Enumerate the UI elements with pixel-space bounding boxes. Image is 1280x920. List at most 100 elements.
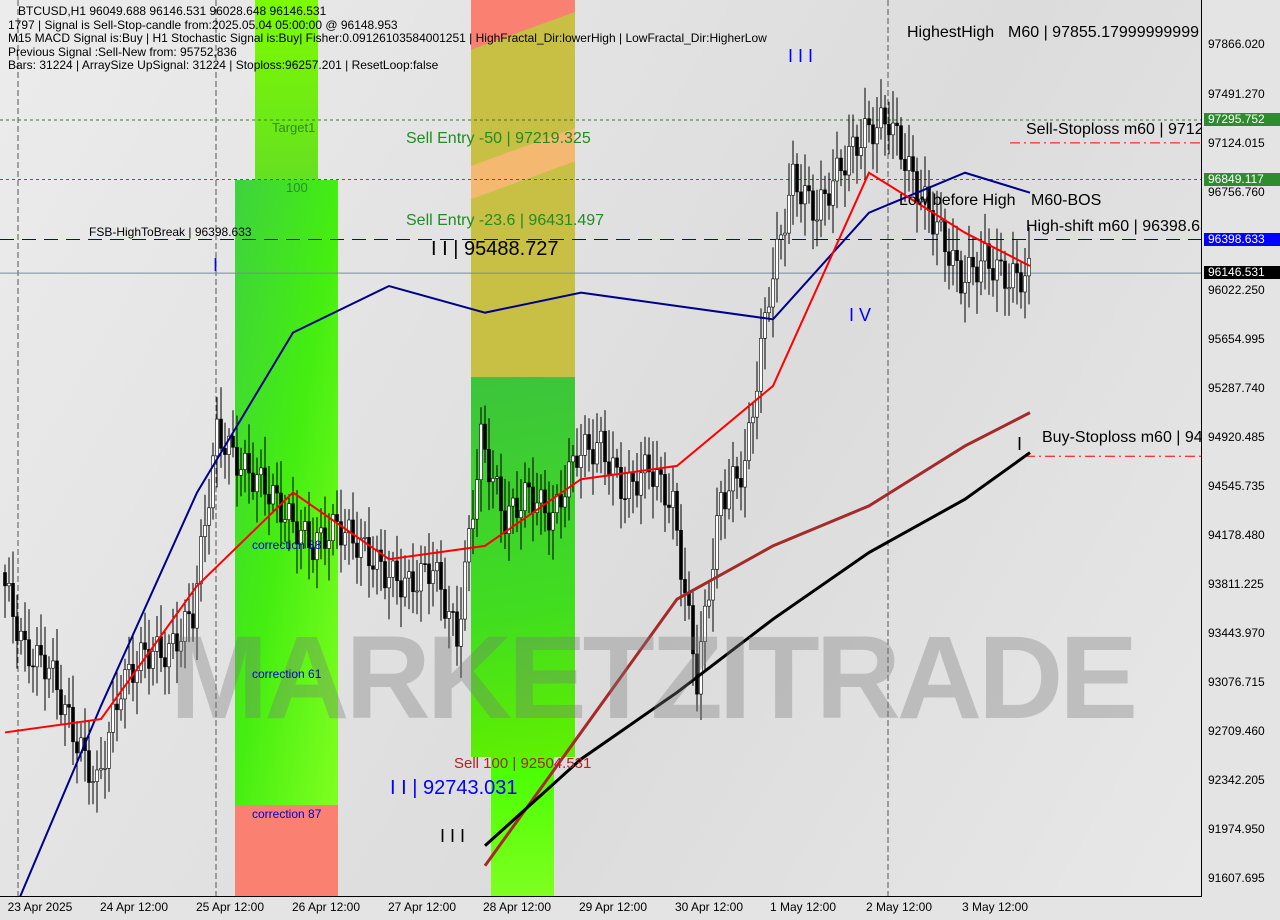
price-tick-label: 96022.250: [1208, 282, 1265, 297]
bear-candle: [235, 446, 239, 476]
watermark: MARKETZITRADE: [170, 612, 1138, 744]
bull-candle: [447, 611, 451, 619]
time-tick-label: 23 Apr 2025: [7, 900, 73, 914]
bull-candle: [203, 525, 207, 537]
bull-candle: [127, 664, 131, 670]
price-tick-label: 94178.480: [1208, 528, 1265, 543]
bull-candle: [783, 232, 787, 236]
price-tag: 96398.633: [1204, 232, 1280, 246]
sell-stoploss-label: Sell-Stoploss m60 | 97124.015: [1026, 121, 1202, 138]
bull-candle: [815, 219, 819, 222]
bear-candle: [383, 561, 387, 589]
bull-candle: [979, 260, 983, 283]
bear-candle: [659, 469, 663, 475]
bear-candle: [231, 435, 235, 448]
bear-candle: [499, 476, 503, 512]
bull-candle: [963, 282, 967, 294]
bull-candle: [195, 583, 199, 629]
bear-candle: [911, 156, 915, 172]
bear-candle: [191, 613, 195, 629]
bear-candle: [75, 741, 79, 754]
bull-candle: [611, 457, 615, 475]
bear-candle: [143, 642, 147, 650]
bull-candle: [435, 562, 439, 572]
bull-candle: [699, 641, 703, 695]
bear-candle: [975, 266, 979, 283]
bars-line: Bars: 31224 | ArraySize UpSignal: 31224 …: [8, 58, 439, 73]
bull-candle: [935, 221, 939, 235]
bear-candle: [619, 467, 623, 499]
bull-candle: [151, 651, 155, 669]
bear-candle: [883, 107, 887, 125]
wave-v-label: I: [1017, 434, 1023, 454]
bear-candle: [1015, 263, 1019, 273]
bull-candle: [755, 390, 759, 418]
bull-candle: [703, 605, 707, 642]
bear-candle: [355, 542, 359, 558]
bull-candle: [215, 418, 219, 457]
bull-candle: [563, 496, 567, 508]
bull-candle: [111, 703, 115, 733]
bull-candle: [831, 180, 835, 206]
price-tag: 97295.752: [1204, 112, 1280, 126]
bull-candle: [875, 127, 879, 145]
bull-candle: [359, 537, 363, 558]
bull-candle: [595, 442, 599, 465]
bear-candle: [999, 259, 1003, 262]
buy-stoploss-label: Buy-Stoploss m60 | 94772.3: [1042, 429, 1202, 446]
moving-average-line: [483, 451, 1031, 847]
bear-candle: [587, 434, 591, 450]
price-tick-label: 91607.695: [1208, 871, 1265, 885]
highest-high-label: HighestHigh: [907, 24, 995, 41]
price-tick-label: 94545.735: [1208, 479, 1265, 494]
bull-candle: [327, 540, 331, 549]
zone-correction-column: [235, 180, 338, 805]
price-tick-label: 97124.015: [1208, 135, 1265, 150]
correction-61-label: correction 61: [252, 667, 322, 681]
bull-candle: [671, 490, 675, 508]
bear-candle: [971, 257, 975, 268]
price-tick-label: 93076.715: [1208, 675, 1265, 690]
bull-candle: [751, 416, 755, 424]
sell-100-label: Sell 100 | 92504.531: [454, 755, 592, 772]
bear-candle: [163, 657, 167, 668]
zone-sell-entry: [471, 0, 575, 377]
price-tick-label: 97866.020: [1208, 37, 1265, 51]
bull-candle: [835, 157, 839, 182]
bull-candle: [847, 146, 851, 176]
price-tick-label: 97491.270: [1208, 86, 1265, 101]
bear-candle: [451, 611, 455, 613]
low-before-high-label: Low before High: [899, 192, 1016, 209]
sell-entry-23-label: Sell Entry -23.6 | 96431.497: [406, 212, 605, 229]
bear-candle: [807, 185, 811, 192]
wave-iii-label: I I I: [440, 826, 466, 846]
bull-candle: [511, 497, 515, 507]
bear-candle: [187, 611, 191, 615]
bull-candle: [803, 185, 807, 205]
bull-candle: [907, 156, 911, 171]
bear-candle: [683, 579, 687, 594]
bear-candle: [871, 124, 875, 145]
bull-candle: [63, 704, 67, 715]
bear-candle: [955, 250, 959, 261]
time-tick-label: 2 May 12:00: [865, 900, 933, 914]
bear-candle: [575, 455, 579, 468]
bull-candle: [767, 306, 771, 314]
bull-candle: [551, 512, 555, 531]
bear-candle: [591, 449, 595, 465]
bear-candle: [311, 547, 315, 561]
bear-candle: [67, 704, 71, 708]
bear-candle: [159, 636, 163, 658]
time-tick-label: 24 Apr 12:00: [99, 900, 169, 914]
bull-candle: [419, 563, 423, 592]
bull-candle: [119, 698, 123, 711]
bull-candle: [519, 510, 523, 518]
bull-candle: [507, 505, 511, 534]
bull-candle: [391, 560, 395, 578]
wave-i-label: I: [213, 255, 219, 275]
bull-candle: [347, 519, 351, 534]
chart-plot-area[interactable]: MARKETZITRADE: [0, 0, 1202, 897]
bull-candle: [299, 530, 303, 545]
bear-candle: [531, 486, 535, 513]
bear-candle: [411, 571, 415, 593]
